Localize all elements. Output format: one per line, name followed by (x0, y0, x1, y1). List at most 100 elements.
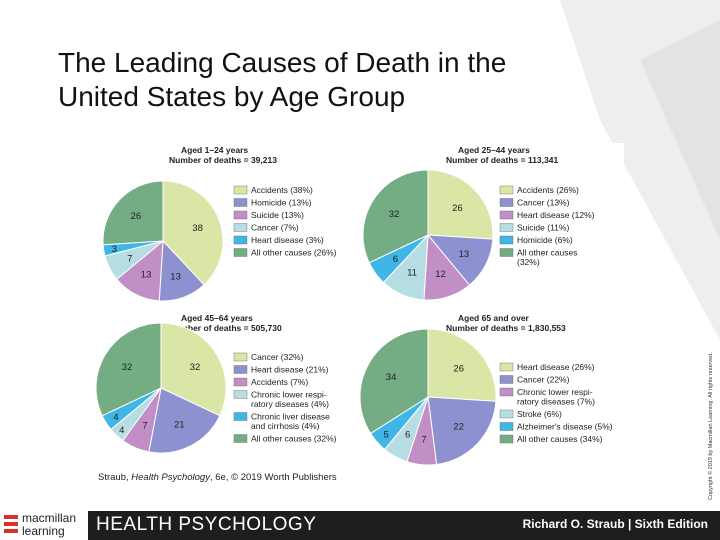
legend-swatch (499, 362, 514, 372)
footer-author-edition: Richard O. Straub | Sixth Edition (522, 517, 708, 531)
legend-swatch (233, 223, 248, 232)
logo-line1: macmillan (22, 511, 77, 525)
legend-label: Alzheimer's disease (5%) (517, 422, 613, 432)
legend-swatch (233, 412, 248, 421)
slice-value-label: 4 (113, 412, 118, 423)
pie-slice (427, 328, 497, 402)
legend-label: Suicide (13%) (251, 210, 304, 220)
slide-title: The Leading Causes of Death in the Unite… (58, 46, 658, 114)
legend-swatch (233, 377, 248, 387)
legend-swatch (233, 185, 248, 195)
slice-value-label: 22 (453, 421, 464, 432)
legend-label: Heart disease (3%) (251, 235, 324, 245)
pie-slice (148, 387, 221, 454)
legend-swatch (233, 390, 248, 399)
legend-swatch (499, 185, 514, 195)
footer-book-title: HEALTH PSYCHOLOGY (96, 514, 317, 535)
slice-value-label: 13 (459, 249, 470, 260)
chart-subtitle: Number of deaths = 113,341 (446, 155, 558, 165)
legend-swatch (499, 375, 514, 384)
legend-swatch (499, 235, 514, 245)
caption-book: Health Psychology (131, 472, 210, 483)
slice-value-label: 32 (122, 362, 133, 373)
legend-label: All other causes (34%) (517, 434, 603, 444)
slice-value-label: 11 (407, 268, 417, 279)
slice-value-label: 12 (435, 269, 446, 280)
figure-caption: Straub, Health Psychology, 6e, © 2019 Wo… (98, 472, 337, 483)
legend-swatch (499, 387, 514, 397)
slice-value-label: 7 (142, 421, 147, 432)
legend-swatch (499, 434, 514, 444)
chart-title: Aged 25–44 years (458, 145, 530, 155)
legend-label: and cirrhosis (4%) (251, 421, 320, 431)
logo-line2: learning (22, 524, 65, 538)
slide-title-line2: United States by Age Group (58, 81, 406, 112)
copyright-notice: Copyright © 2019 by Macmillan Learning. … (708, 352, 714, 500)
legend-swatch (233, 248, 248, 257)
legend-label: Cancer (32%) (251, 352, 304, 362)
caption-rest: , 6e, © 2019 Worth Publishers (209, 472, 337, 483)
legend-label: Stroke (6%) (517, 409, 562, 419)
chart-subtitle: Number of deaths = 1,830,553 (446, 323, 566, 333)
legend-label: Suicide (11%) (517, 223, 569, 233)
slice-value-label: 32 (389, 209, 400, 220)
legend-swatch (233, 352, 248, 362)
macmillan-logo-icon (4, 515, 18, 533)
legend-label: Chronic lower respi- (517, 387, 593, 397)
pie-slice (427, 396, 497, 466)
chart-subtitle: Number of deaths = 505,730 (169, 323, 282, 333)
chart-title: Aged 65 and over (458, 313, 530, 323)
legend-swatch (499, 223, 514, 232)
slice-value-label: 32 (190, 362, 201, 373)
chart-title: Aged 45–64 years (181, 313, 253, 323)
legend-label: Homicide (6%) (517, 235, 573, 245)
slice-value-label: 34 (386, 372, 397, 383)
legend-label: All other causes (32%) (251, 434, 337, 444)
pie-slice (427, 169, 494, 240)
legend-label: Homicide (13%) (251, 198, 312, 208)
legend-label: Chronic lower respi- (251, 390, 327, 400)
slice-value-label: 26 (453, 364, 464, 375)
legend-swatch (233, 235, 248, 245)
pie-slice (160, 322, 227, 417)
slice-value-label: 4 (119, 425, 124, 436)
slice-value-label: 38 (192, 223, 203, 234)
footer-bar (88, 511, 720, 540)
slide-title-line1: The Leading Causes of Death in the (58, 47, 507, 78)
legend-swatch (499, 422, 514, 431)
chart-title: Aged 1–24 years (181, 145, 248, 155)
legend-label: Heart disease (12%) (517, 210, 595, 220)
legend-label: Chronic liver disease (251, 412, 330, 422)
legend-label: Heart disease (26%) (517, 362, 595, 372)
legend-label: Accidents (38%) (251, 185, 313, 195)
legend-swatch (233, 434, 248, 443)
legend-label: Cancer (22%) (517, 375, 570, 385)
slice-value-label: 26 (131, 211, 142, 222)
slice-value-label: 7 (421, 435, 426, 446)
slice-value-label: 3 (112, 244, 117, 255)
publisher-logo-text: macmillan learning (22, 512, 76, 538)
legend-swatch (233, 365, 248, 374)
pie-slice (96, 322, 162, 417)
legend-swatch (233, 210, 248, 220)
legend-label: Cancer (13%) (517, 198, 570, 208)
pie-slice (359, 328, 429, 435)
legend-label: (32%) (517, 257, 540, 267)
slice-value-label: 13 (141, 270, 152, 281)
pie-slice (362, 169, 429, 264)
legend-label: Accidents (26%) (517, 185, 579, 195)
legend-label: All other causes (26%) (251, 248, 337, 258)
legend-swatch (499, 210, 514, 220)
legend-swatch (499, 248, 514, 257)
slice-value-label: 21 (174, 419, 185, 430)
legend-label: Heart disease (21%) (251, 365, 329, 375)
legend-swatch (233, 198, 248, 207)
pie-slice (162, 180, 224, 286)
caption-author: Straub, (98, 472, 132, 483)
legend-label: ratory diseases (7%) (517, 397, 595, 407)
legend-label: Cancer (7%) (251, 223, 299, 233)
pie-charts-figure: Aged 1–24 years Number of deaths = 39,213… (96, 143, 624, 488)
slice-value-label: 6 (393, 254, 398, 265)
